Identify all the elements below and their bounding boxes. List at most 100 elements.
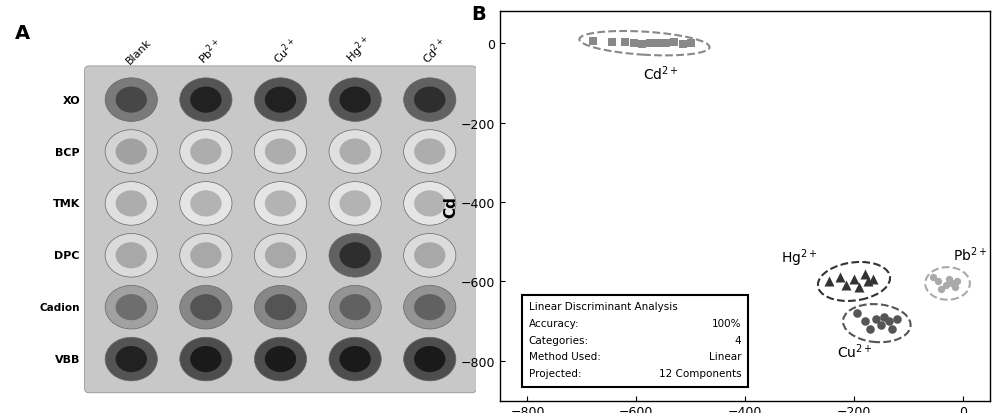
Circle shape xyxy=(404,182,456,225)
Point xyxy=(881,318,897,325)
Point xyxy=(658,41,674,47)
Circle shape xyxy=(254,78,307,122)
Circle shape xyxy=(329,78,381,122)
Text: Blank: Blank xyxy=(124,38,153,67)
Point xyxy=(634,42,650,48)
Point xyxy=(666,40,682,47)
Text: DPC: DPC xyxy=(54,251,80,261)
Point xyxy=(838,282,854,289)
Circle shape xyxy=(180,131,232,174)
Circle shape xyxy=(339,191,371,217)
Circle shape xyxy=(180,286,232,329)
Circle shape xyxy=(404,78,456,122)
Point xyxy=(938,282,954,289)
Circle shape xyxy=(339,346,371,372)
Circle shape xyxy=(190,87,222,114)
Point xyxy=(865,276,881,283)
Circle shape xyxy=(339,87,371,114)
Point xyxy=(857,318,873,325)
Point xyxy=(884,326,900,332)
Circle shape xyxy=(329,337,381,381)
Point xyxy=(944,280,960,287)
Point xyxy=(873,322,889,329)
Circle shape xyxy=(116,191,147,217)
Circle shape xyxy=(329,182,381,225)
Circle shape xyxy=(265,346,296,372)
Circle shape xyxy=(180,182,232,225)
FancyBboxPatch shape xyxy=(85,67,476,393)
Text: Accuracy:: Accuracy: xyxy=(529,318,579,328)
Circle shape xyxy=(254,182,307,225)
Circle shape xyxy=(265,139,296,165)
Circle shape xyxy=(105,131,157,174)
Circle shape xyxy=(414,294,445,320)
Point xyxy=(650,40,666,47)
Text: BCP: BCP xyxy=(55,147,80,157)
Circle shape xyxy=(116,242,147,269)
Circle shape xyxy=(414,346,445,372)
Circle shape xyxy=(265,87,296,114)
Circle shape xyxy=(414,139,445,165)
Text: Hg$^{2+}$: Hg$^{2+}$ xyxy=(781,247,818,269)
Text: Categories:: Categories: xyxy=(529,335,589,345)
Point xyxy=(617,40,633,47)
Circle shape xyxy=(254,337,307,381)
Text: XO: XO xyxy=(62,95,80,105)
Point xyxy=(604,40,620,46)
Circle shape xyxy=(105,234,157,278)
Point xyxy=(947,285,963,291)
Text: VBB: VBB xyxy=(55,354,80,364)
Circle shape xyxy=(190,242,222,269)
Circle shape xyxy=(329,286,381,329)
Text: B: B xyxy=(471,5,486,24)
Circle shape xyxy=(414,87,445,114)
Point xyxy=(857,271,873,277)
Text: Cd$^{2+}$: Cd$^{2+}$ xyxy=(418,35,450,67)
Y-axis label: Cd: Cd xyxy=(443,196,458,217)
Text: A: A xyxy=(15,24,30,43)
Circle shape xyxy=(404,234,456,278)
Circle shape xyxy=(116,346,147,372)
FancyBboxPatch shape xyxy=(522,296,748,387)
Point xyxy=(876,314,892,321)
Circle shape xyxy=(265,294,296,320)
Circle shape xyxy=(180,78,232,122)
Point xyxy=(941,276,957,283)
Circle shape xyxy=(116,294,147,320)
Text: Cadion: Cadion xyxy=(39,302,80,312)
Circle shape xyxy=(180,234,232,278)
Circle shape xyxy=(105,286,157,329)
Circle shape xyxy=(329,234,381,278)
Circle shape xyxy=(190,191,222,217)
Point xyxy=(832,275,848,281)
Circle shape xyxy=(265,242,296,269)
Text: 4: 4 xyxy=(735,335,741,345)
Circle shape xyxy=(190,294,222,320)
Circle shape xyxy=(190,346,222,372)
Point xyxy=(933,286,949,293)
Point xyxy=(925,275,941,281)
Circle shape xyxy=(339,139,371,165)
Circle shape xyxy=(265,191,296,217)
Circle shape xyxy=(329,131,381,174)
Circle shape xyxy=(116,139,147,165)
Point xyxy=(949,278,965,285)
Text: 12 Components: 12 Components xyxy=(659,368,741,378)
Circle shape xyxy=(116,87,147,114)
Text: Pb$^{2+}$: Pb$^{2+}$ xyxy=(194,35,226,67)
Circle shape xyxy=(404,337,456,381)
Point xyxy=(683,41,699,47)
Point xyxy=(585,39,601,45)
Point xyxy=(849,310,865,317)
Point xyxy=(851,285,867,291)
Point xyxy=(821,278,837,285)
Text: Cu$^{2+}$: Cu$^{2+}$ xyxy=(269,35,301,67)
Circle shape xyxy=(414,242,445,269)
Text: 100%: 100% xyxy=(712,318,741,328)
Point xyxy=(868,316,884,323)
Point xyxy=(862,326,878,332)
Circle shape xyxy=(339,242,371,269)
Circle shape xyxy=(180,337,232,381)
Circle shape xyxy=(404,131,456,174)
Point xyxy=(889,316,905,323)
